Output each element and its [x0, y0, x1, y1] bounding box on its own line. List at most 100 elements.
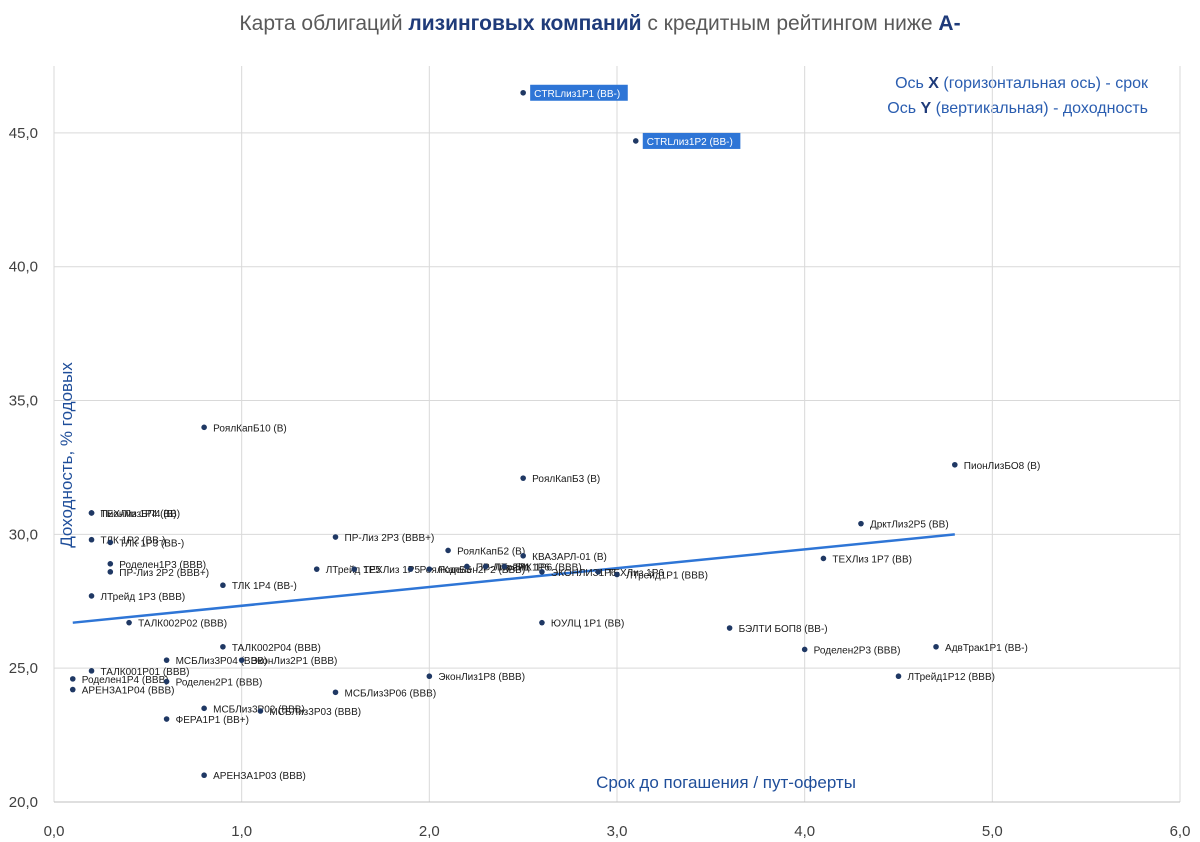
data-point — [426, 566, 433, 572]
y-axis-note: Ось Y (вертикальная) - доходность — [887, 100, 1148, 118]
data-point — [332, 689, 339, 696]
chart-title: Карта облигаций лизинговых компаний с кр… — [0, 12, 1200, 36]
y-tick-label: 35,0 — [9, 393, 38, 410]
x-axis-label: Срок до погашения / пут-оферты — [596, 773, 856, 792]
data-label: ЭконЛиз1Р8 (BBB) — [438, 672, 525, 683]
data-label: МСБЛиз3Р03 (BBB) — [269, 707, 361, 718]
data-label: ТЕХЛиз 1Р5 — [363, 565, 420, 576]
data-label: ТЕХЛиз 1Р4 (BB) — [101, 509, 181, 520]
data-label: Роделен1Р3 (BBB) — [119, 560, 206, 571]
data-label: ПионЛизБО8 (B) — [964, 461, 1041, 472]
y-axis-label: Доходность, % годовых — [57, 362, 76, 548]
data-point — [445, 547, 451, 554]
data-label: РоялКапБ2 (B) — [457, 546, 525, 557]
data-label: ЛТрейд 1Р3 (BBB) — [101, 592, 186, 603]
data-point — [539, 569, 545, 575]
data-label: ЛТрейд1Р1 (BBB) — [626, 571, 708, 582]
data-point — [407, 566, 414, 572]
data-point — [520, 475, 526, 481]
data-label: ТЛК 1Р3 (BB-) — [119, 538, 184, 549]
x-note-suffix: (горизонтальная ось) - срок — [938, 75, 1148, 92]
data-point — [126, 619, 132, 626]
y-tick-label: 45,0 — [9, 125, 38, 142]
y-note-prefix: Ось — [887, 100, 921, 117]
data-point — [69, 676, 76, 682]
data-points: CTRLлиз1P1 (BB-) CTRLлиз1P2 (BB-) РоялКапБ… — [69, 84, 1041, 782]
data-point — [201, 705, 207, 712]
data-point — [107, 539, 114, 546]
data-point — [726, 625, 733, 631]
data-point — [482, 563, 489, 570]
x-tick-label: 3,0 — [607, 823, 628, 840]
x-tick-label: 5,0 — [982, 823, 1003, 840]
data-point — [238, 657, 245, 663]
data-label: ПР-Лиз 2Р3 (BBB+) — [345, 533, 435, 544]
tick-labels: 0,0 1,0 2,0 3,0 4,0 5,0 6,0 20,0 25,0 30,0 35,0 40,… — [9, 125, 1191, 840]
data-point — [595, 569, 602, 575]
data-label: АРЕНЗА1Р03 (BBB) — [213, 771, 306, 782]
data-label: ФЕРА1Р1 (BB+) — [176, 715, 249, 726]
data-point — [501, 563, 508, 570]
x-note-letter: X — [928, 75, 939, 92]
data-label: ТАЛК001Р01 (BBB) — [101, 667, 190, 678]
x-note-prefix: Ось — [895, 75, 929, 92]
data-label: ТЕХЛиз 1Р7 (BB) — [832, 554, 912, 565]
data-label: ТЛК 1Р4 (BB-) — [232, 581, 297, 592]
data-label: ЭКОНЛИЗ1Р6 — [551, 568, 617, 579]
data-point — [933, 643, 939, 650]
data-label: БЭЛТИ БОП8 (BB-) — [739, 624, 828, 635]
data-label: CTRLлиз1P2 (BB-) — [647, 137, 733, 148]
data-label: ЭконЛиз2Р1 (BBB) — [251, 656, 338, 667]
data-point — [632, 138, 639, 144]
data-label: ТЛК 1Р2 (BB-) — [101, 536, 166, 547]
data-point — [88, 668, 95, 674]
data-point — [163, 716, 170, 722]
data-point — [351, 566, 358, 572]
data-label: КВАЗАРЛ-01 (B) — [532, 552, 607, 563]
trendline — [72, 533, 955, 624]
data-point — [895, 673, 902, 680]
data-label: ТЕХЛиз 1Р6 — [607, 568, 664, 579]
data-point — [107, 561, 114, 567]
y-note-letter: Y — [920, 100, 932, 117]
data-point — [820, 555, 827, 562]
data-label: ТАЛК002Р02 (BBB) — [138, 619, 227, 630]
data-point — [801, 646, 808, 653]
data-label: ПР-Лиз 2Р2 (BBB+) — [119, 568, 209, 579]
data-label: ЛТрейд1Р12 (BBB) — [908, 672, 995, 683]
highlight-label-bg — [642, 132, 741, 149]
x-tick-label: 2,0 — [419, 823, 440, 840]
data-label: МСБЛиз3Р06 (BBB) — [345, 688, 437, 699]
data-label: ДрктЛиз2Р5 (BB) — [870, 520, 949, 531]
data-point — [313, 566, 320, 572]
data-point — [464, 563, 470, 570]
data-point — [88, 536, 95, 543]
data-point — [88, 510, 95, 516]
data-label: Роделен2Р2 (BBB) — [438, 565, 525, 576]
data-point — [952, 461, 958, 468]
x-tick-label: 1,0 — [231, 823, 252, 840]
data-label: CTRLлиз1P1 (BB-) — [534, 89, 620, 100]
data-point — [257, 708, 264, 714]
data-point — [69, 686, 76, 693]
data-point — [539, 619, 545, 626]
data-point — [858, 520, 864, 527]
data-point — [201, 424, 207, 431]
data-point — [520, 552, 526, 559]
data-point — [332, 534, 339, 540]
data-label: ТЛК 1Р6 (BBB) — [513, 562, 581, 573]
trendline-group — [72, 533, 955, 624]
data-label: РоялКапБ5 — [420, 565, 472, 576]
data-point — [88, 593, 95, 599]
y-tick-label: 20,0 — [9, 794, 38, 811]
data-label: ЮУЛЦ 1Р1 (BB) — [551, 619, 624, 630]
data-point — [201, 772, 207, 779]
x-axis-note: Ось X (горизонтальная ось) - срок — [895, 75, 1148, 93]
data-label: ТАЛК002Р04 (BBB) — [232, 643, 321, 654]
title-middle: с кредитным рейтингом ниже — [641, 12, 939, 35]
data-label: РоялКапБ3 (B) — [532, 474, 600, 485]
y-tick-label: 30,0 — [9, 526, 38, 543]
data-point — [614, 571, 620, 578]
data-label: ЛТрейд 1Р6 — [495, 562, 551, 573]
